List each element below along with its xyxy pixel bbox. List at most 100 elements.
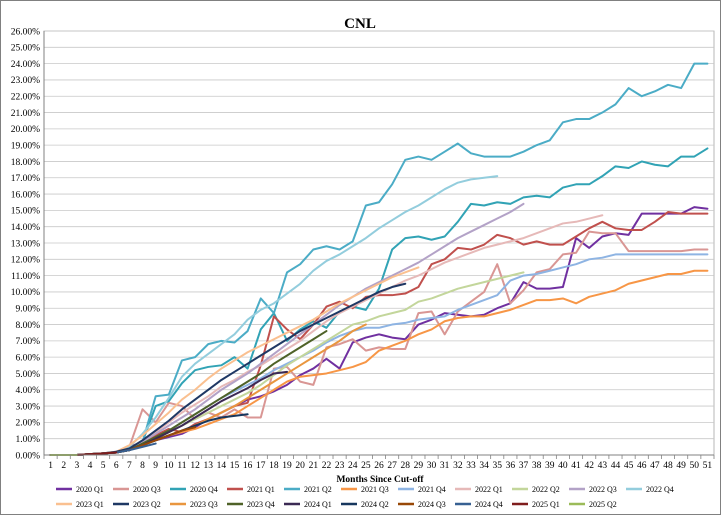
x-tick-label: 6 xyxy=(114,461,119,471)
x-tick-label: 41 xyxy=(571,461,581,471)
y-tick-label: 0.00% xyxy=(15,451,40,461)
x-tick-label: 28 xyxy=(401,461,411,471)
y-tick-label: 23.00% xyxy=(11,76,40,86)
x-tick-label: 36 xyxy=(506,461,516,471)
x-tick-label: 29 xyxy=(414,461,424,471)
x-tick-label: 23 xyxy=(335,461,345,471)
x-tick-label: 30 xyxy=(427,461,437,471)
x-tick-label: 48 xyxy=(663,461,673,471)
x-tick-label: 7 xyxy=(127,461,132,471)
y-tick-label: 17.00% xyxy=(11,174,40,184)
y-tick-label: 16.00% xyxy=(11,190,40,200)
legend-item: 2024 Q1 xyxy=(284,500,332,509)
series-line xyxy=(49,147,709,456)
legend-item: 2025 Q2 xyxy=(569,500,617,509)
x-tick-label: 15 xyxy=(230,461,240,471)
y-tick-label: 2.00% xyxy=(15,419,40,429)
y-tick-label: 21.00% xyxy=(11,109,40,119)
legend-item: 2020 Q3 xyxy=(113,485,161,494)
legend-item: 2021 Q4 xyxy=(398,485,446,494)
x-tick-label: 13 xyxy=(203,461,213,471)
x-tick-label: 40 xyxy=(558,461,568,471)
legend-label: 2021 Q2 xyxy=(304,485,332,494)
legend-item: 2022 Q4 xyxy=(626,485,674,494)
x-tick-label: 21 xyxy=(309,461,319,471)
x-axis-title: Months Since Cut-off xyxy=(336,475,424,485)
legend: 2020 Q1 2020 Q3 2020 Q4 2021 Q1 2021 Q2 2021 … xyxy=(56,485,674,509)
chart-title: CNL xyxy=(344,16,376,32)
y-tick-label: 10.00% xyxy=(11,288,40,298)
y-tick-label: 25.00% xyxy=(11,44,40,54)
x-tick-label: 45 xyxy=(624,461,634,471)
y-tick-label: 12.00% xyxy=(11,256,40,266)
legend-label: 2021 Q4 xyxy=(418,485,446,494)
x-tick-label: 1 xyxy=(48,461,53,471)
legend-label: 2022 Q3 xyxy=(589,485,617,494)
x-tick-label: 18 xyxy=(269,461,279,471)
x-tick-label: 51 xyxy=(703,461,713,471)
x-tick-label: 22 xyxy=(322,461,332,471)
x-tick-label: 3 xyxy=(74,461,79,471)
x-tick-label: 33 xyxy=(466,461,476,471)
y-tick-label: 13.00% xyxy=(11,239,40,249)
legend-item: 2022 Q2 xyxy=(512,485,560,494)
x-tick-label: 25 xyxy=(361,461,371,471)
legend-label: 2020 Q4 xyxy=(190,485,218,494)
x-tick-label: 34 xyxy=(479,461,489,471)
x-tick-label: 5 xyxy=(101,461,106,471)
legend-item: 2020 Q1 xyxy=(56,485,104,494)
x-tick-label: 24 xyxy=(348,461,358,471)
legend-label: 2025 Q2 xyxy=(589,500,617,509)
y-tick-label: 3.00% xyxy=(15,402,40,412)
x-tick-label: 8 xyxy=(140,461,145,471)
x-tick-label: 37 xyxy=(519,461,529,471)
x-tick-label: 50 xyxy=(690,461,700,471)
y-tick-label: 7.00% xyxy=(15,337,40,347)
x-tick-label: 39 xyxy=(545,461,555,471)
y-tick-label: 20.00% xyxy=(11,125,40,135)
x-tick-label: 9 xyxy=(153,461,158,471)
legend-item: 2023 Q4 xyxy=(227,500,275,509)
legend-item: 2020 Q4 xyxy=(170,485,218,494)
x-tick-label: 27 xyxy=(387,461,397,471)
legend-item: 2025 Q1 xyxy=(512,500,560,509)
legend-item: 2022 Q1 xyxy=(455,485,503,494)
legend-item: 2021 Q2 xyxy=(284,485,332,494)
gridlines xyxy=(43,30,715,456)
legend-label: 2023 Q3 xyxy=(190,500,218,509)
x-tick-label: 10 xyxy=(164,461,174,471)
x-tick-label: 47 xyxy=(650,461,660,471)
x-tick-label: 20 xyxy=(295,461,305,471)
x-tick-label: 12 xyxy=(190,461,200,471)
legend-item: 2021 Q1 xyxy=(227,485,275,494)
y-tick-label: 6.00% xyxy=(15,353,40,363)
legend-label: 2024 Q2 xyxy=(361,500,389,509)
y-tick-label: 9.00% xyxy=(15,305,40,315)
legend-label: 2024 Q4 xyxy=(475,500,503,509)
y-tick-label: 22.00% xyxy=(11,93,40,103)
legend-label: 2020 Q1 xyxy=(76,485,104,494)
x-tick-label: 46 xyxy=(637,461,647,471)
x-tick-label: 35 xyxy=(492,461,502,471)
y-tick-label: 15.00% xyxy=(11,207,40,217)
legend-label: 2023 Q4 xyxy=(247,500,275,509)
y-tick-label: 11.00% xyxy=(11,272,40,282)
y-tick-label: 5.00% xyxy=(15,370,40,380)
legend-item: 2024 Q2 xyxy=(341,500,389,509)
x-tick-label: 32 xyxy=(453,461,463,471)
y-tick-label: 4.00% xyxy=(15,386,40,396)
legend-label: 2023 Q1 xyxy=(76,500,104,509)
legend-label: 2022 Q4 xyxy=(646,485,674,494)
axes: 0.00% 1.00% 2.00% 3.00% 4.00% 5.00% 6.00% 7.00%… xyxy=(11,27,715,471)
legend-label: 2022 Q1 xyxy=(475,485,503,494)
legend-item: 2022 Q3 xyxy=(569,485,617,494)
series-line xyxy=(49,211,709,456)
x-tick-label: 38 xyxy=(532,461,542,471)
x-tick-label: 43 xyxy=(598,461,608,471)
y-tick-label: 26.00% xyxy=(11,27,40,37)
x-tick-label: 2 xyxy=(61,461,66,471)
x-tick-label: 44 xyxy=(611,461,621,471)
